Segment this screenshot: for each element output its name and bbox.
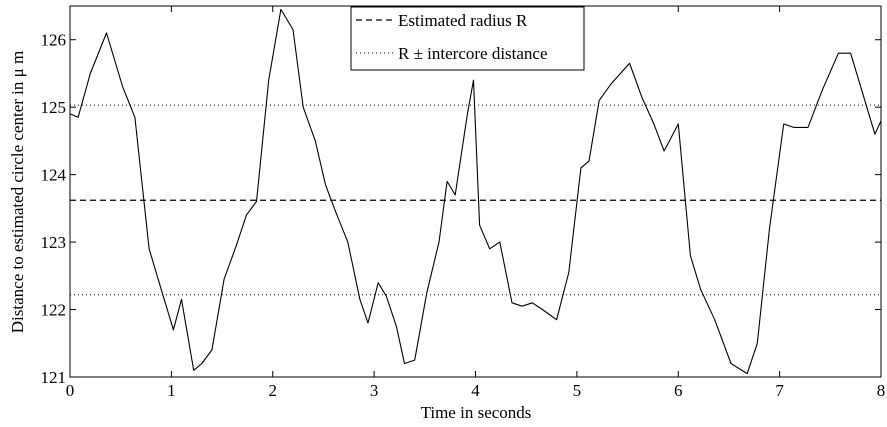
x-tick-label: 1 (167, 381, 176, 400)
x-axis-label: Time in seconds (421, 403, 532, 422)
x-tick-label: 0 (66, 381, 75, 400)
x-tick-label: 6 (674, 381, 683, 400)
legend-entry-estimated-radius: Estimated radius R (398, 11, 528, 30)
y-tick-label: 123 (41, 233, 67, 252)
series-layer (69, 8, 882, 375)
y-axis-ticks: 121 122 123 124 125 126 (41, 31, 881, 387)
x-tick-label: 4 (471, 381, 480, 400)
legend-box (350, 6, 585, 71)
x-tick-label: 7 (775, 381, 784, 400)
y-tick-label: 124 (41, 166, 67, 185)
y-axis-label: Distance to estimated circle center in μ… (8, 51, 27, 333)
series-line-0 (69, 8, 882, 375)
x-axis-ticks: 0 1 2 3 4 5 6 7 8 (66, 6, 886, 400)
x-tick-label: 8 (877, 381, 886, 400)
x-tick-label: 3 (370, 381, 379, 400)
x-tick-label: 2 (269, 381, 278, 400)
y-tick-label: 125 (41, 98, 67, 117)
y-tick-label: 122 (41, 301, 67, 320)
y-tick-label: 121 (41, 368, 67, 387)
y-tick-label: 126 (41, 31, 67, 50)
legend: Estimated radius R R ± intercore distanc… (350, 6, 585, 71)
reference-lines (70, 104, 881, 296)
legend-entry-intercore-distance: R ± intercore distance (398, 44, 548, 63)
x-tick-label: 5 (573, 381, 582, 400)
